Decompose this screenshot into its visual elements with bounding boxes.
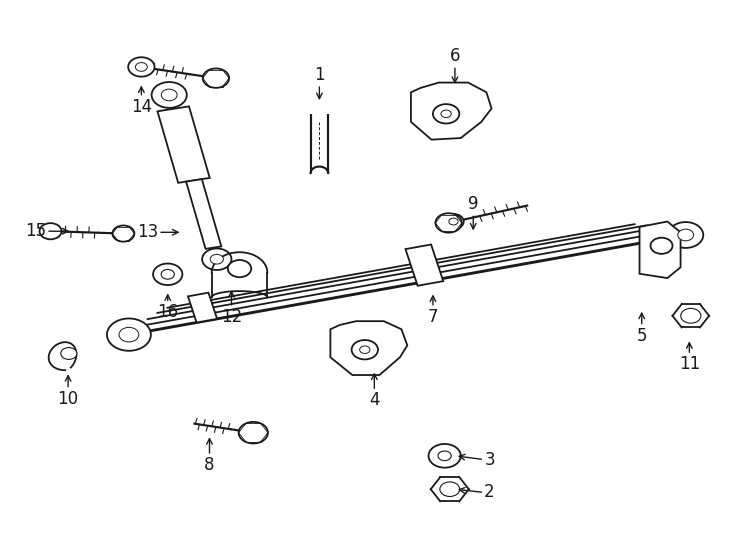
- Circle shape: [433, 104, 459, 124]
- Circle shape: [202, 248, 231, 270]
- Text: 5: 5: [636, 327, 647, 345]
- Polygon shape: [411, 83, 492, 140]
- Text: 14: 14: [131, 98, 152, 116]
- Text: 6: 6: [450, 48, 460, 65]
- Text: 4: 4: [369, 391, 379, 409]
- Text: 10: 10: [57, 389, 79, 408]
- Text: 9: 9: [468, 195, 479, 213]
- Circle shape: [61, 348, 77, 360]
- Circle shape: [680, 308, 701, 323]
- Circle shape: [239, 422, 268, 443]
- Circle shape: [135, 63, 148, 71]
- Circle shape: [443, 214, 464, 229]
- Circle shape: [152, 82, 186, 108]
- Text: 15: 15: [25, 222, 46, 240]
- Circle shape: [228, 260, 251, 277]
- Text: 7: 7: [428, 308, 438, 326]
- Polygon shape: [188, 293, 217, 322]
- Text: 2: 2: [484, 483, 495, 502]
- Polygon shape: [158, 106, 210, 183]
- Circle shape: [429, 444, 461, 468]
- Circle shape: [360, 346, 370, 354]
- Circle shape: [441, 110, 451, 118]
- Polygon shape: [330, 321, 407, 375]
- Circle shape: [677, 229, 694, 241]
- Circle shape: [352, 340, 378, 360]
- Circle shape: [440, 482, 459, 496]
- Circle shape: [668, 222, 703, 248]
- Polygon shape: [639, 221, 680, 278]
- Circle shape: [40, 223, 62, 239]
- Text: 12: 12: [221, 308, 242, 326]
- Circle shape: [107, 319, 151, 351]
- Circle shape: [435, 213, 462, 233]
- Circle shape: [112, 226, 134, 241]
- Circle shape: [128, 57, 155, 77]
- Circle shape: [210, 254, 223, 264]
- Circle shape: [448, 218, 458, 225]
- Circle shape: [650, 238, 672, 254]
- Circle shape: [438, 451, 451, 461]
- Circle shape: [161, 89, 177, 101]
- Text: 13: 13: [137, 224, 159, 241]
- Text: 11: 11: [679, 355, 700, 373]
- Circle shape: [153, 264, 182, 285]
- Text: 8: 8: [204, 456, 215, 474]
- Text: 16: 16: [157, 303, 178, 321]
- Text: 1: 1: [314, 66, 324, 84]
- Circle shape: [161, 269, 174, 279]
- Circle shape: [203, 69, 229, 88]
- Polygon shape: [186, 179, 222, 249]
- Polygon shape: [405, 245, 443, 286]
- Text: 3: 3: [484, 450, 495, 469]
- Circle shape: [119, 327, 139, 342]
